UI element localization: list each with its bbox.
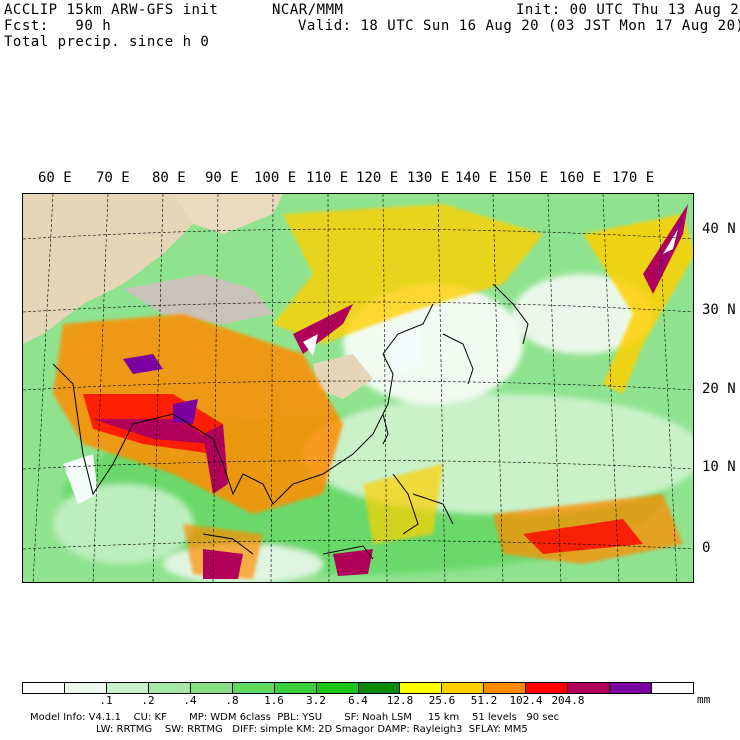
longitude-label: 150 E: [506, 170, 549, 186]
center-label: NCAR/MMM: [272, 2, 344, 18]
legend-tick-label: 3.2: [306, 694, 326, 707]
latitude-label: 30 N: [702, 302, 736, 318]
legend-tick-label: 102.4: [509, 694, 543, 707]
precipitation-map: [22, 193, 694, 583]
legend-bin: [610, 683, 653, 693]
legend-bin: [652, 683, 693, 693]
legend-tick-label: 12.8: [386, 694, 414, 707]
latitude-label: 20 N: [702, 381, 736, 397]
model-info-line2: LW: RRTMG SW: RRTMG DIFF: simple KM: 2D …: [96, 724, 528, 735]
legend-tick-label: 204.8: [551, 694, 585, 707]
legend-bin: [64, 683, 107, 693]
longitude-label: 70 E: [96, 170, 130, 186]
longitude-label: 120 E: [356, 170, 399, 186]
legend-tick-label: .8: [225, 694, 239, 707]
legend-tick-label: 6.4: [348, 694, 368, 707]
longitude-label: 140 E: [455, 170, 498, 186]
model-info-line1: Model Info: V4.1.1 CU: KF MP: WDM 6class…: [30, 712, 560, 723]
legend-bin: [106, 683, 149, 693]
longitude-label: 110 E: [306, 170, 349, 186]
legend-bin: [400, 683, 443, 693]
init-time: Init: 00 UTC Thu 13 Aug 20: [516, 2, 740, 18]
valid-time: Valid: 18 UTC Sun 16 Aug 20 (03 JST Mon …: [298, 18, 740, 34]
legend-bin: [274, 683, 317, 693]
legend-unit: mm: [697, 693, 711, 706]
longitude-label: 130 E: [407, 170, 450, 186]
legend-bin: [484, 683, 527, 693]
precip-legend-bar: [22, 682, 694, 694]
legend-tick-label: .4: [183, 694, 197, 707]
coastlines: [52, 283, 529, 560]
longitude-label: 100 E: [254, 170, 297, 186]
legend-bin: [442, 683, 485, 693]
longitude-label: 160 E: [559, 170, 602, 186]
field-title: Total precip. since h 0: [4, 34, 210, 50]
legend-tick-label: .1: [99, 694, 113, 707]
legend-bin: [23, 683, 65, 693]
precip-map-svg: [23, 194, 693, 582]
latitude-label: 0: [702, 540, 711, 556]
legend-bin: [316, 683, 359, 693]
longitude-label: 60 E: [38, 170, 72, 186]
graticule: [23, 194, 693, 582]
precip-heavy: [83, 204, 688, 579]
legend-bin: [148, 683, 191, 693]
legend-tick-label: 1.6: [264, 694, 284, 707]
legend-tick-label: .2: [141, 694, 155, 707]
longitude-label: 170 E: [612, 170, 655, 186]
latitude-label: 10 N: [702, 459, 736, 475]
latitude-label: 40 N: [702, 221, 736, 237]
legend-bin: [358, 683, 401, 693]
forecast-hour: Fcst: 90 h: [4, 18, 112, 34]
legend-tick-label: 25.6: [428, 694, 456, 707]
legend-bin: [232, 683, 275, 693]
longitude-label: 90 E: [205, 170, 239, 186]
legend-bin: [568, 683, 611, 693]
legend-bin: [190, 683, 233, 693]
legend-bin: [526, 683, 569, 693]
legend-tick-label: 51.2: [470, 694, 498, 707]
model-title: ACCLIP 15km ARW-GFS init: [4, 2, 219, 18]
longitude-label: 80 E: [152, 170, 186, 186]
